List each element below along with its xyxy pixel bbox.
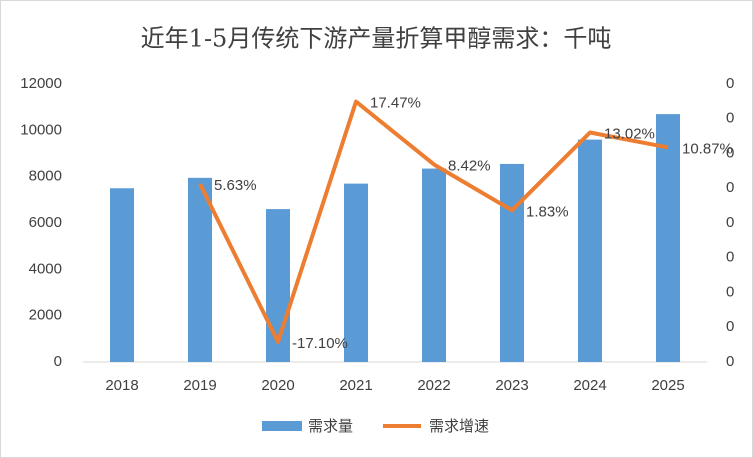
x-tick-label: 2024 bbox=[573, 377, 606, 394]
bar bbox=[578, 139, 602, 362]
x-tick-label: 2022 bbox=[417, 377, 450, 394]
bar bbox=[422, 168, 446, 362]
y-tick-label: 2000 bbox=[29, 307, 62, 324]
y2-tick-label: 0 bbox=[726, 353, 734, 370]
y-tick-label: 4000 bbox=[29, 260, 62, 277]
y2-tick-label: 0 bbox=[726, 179, 734, 196]
bar bbox=[500, 163, 524, 362]
chart-title: 近年1-5月传统下游产量折算甲醇需求：千吨 bbox=[141, 25, 612, 53]
data-label: 5.63% bbox=[214, 177, 257, 194]
data-label: 17.47% bbox=[370, 95, 421, 112]
bar bbox=[344, 183, 368, 362]
x-tick-label: 2025 bbox=[651, 377, 684, 394]
data-label: 8.42% bbox=[448, 157, 491, 174]
y-tick-label: 6000 bbox=[29, 214, 62, 231]
bar bbox=[656, 114, 680, 362]
y2-tick-label: 0 bbox=[726, 318, 734, 335]
x-tick-label: 2018 bbox=[105, 377, 138, 394]
data-label: -17.10% bbox=[292, 335, 348, 352]
legend-swatch bbox=[262, 421, 302, 431]
data-label: 1.83% bbox=[526, 203, 569, 220]
y2-tick-label: 0 bbox=[726, 144, 734, 161]
x-tick-label: 2023 bbox=[495, 377, 528, 394]
line bbox=[198, 99, 669, 344]
y2-tick-label: 0 bbox=[726, 249, 734, 266]
y-tick-label: 12000 bbox=[20, 75, 62, 92]
y2-tick-label: 0 bbox=[726, 75, 734, 92]
y2-tick-label: 0 bbox=[726, 283, 734, 300]
y2-tick-label: 0 bbox=[726, 110, 734, 127]
x-tick-label: 2020 bbox=[261, 377, 294, 394]
y2-tick-label: 0 bbox=[726, 214, 734, 231]
y-tick-label: 0 bbox=[54, 353, 62, 370]
data-label: 13.02% bbox=[604, 125, 655, 142]
x-tick-label: 2019 bbox=[183, 377, 216, 394]
x-tick-label: 2021 bbox=[339, 377, 372, 394]
legend-label: 需求量 bbox=[308, 418, 353, 435]
y-tick-label: 10000 bbox=[20, 121, 62, 138]
bar bbox=[188, 177, 212, 362]
data-label: 10.87% bbox=[682, 140, 733, 157]
y-tick-label: 8000 bbox=[29, 168, 62, 185]
bar bbox=[110, 188, 134, 362]
legend-label: 需求增速 bbox=[429, 418, 489, 435]
